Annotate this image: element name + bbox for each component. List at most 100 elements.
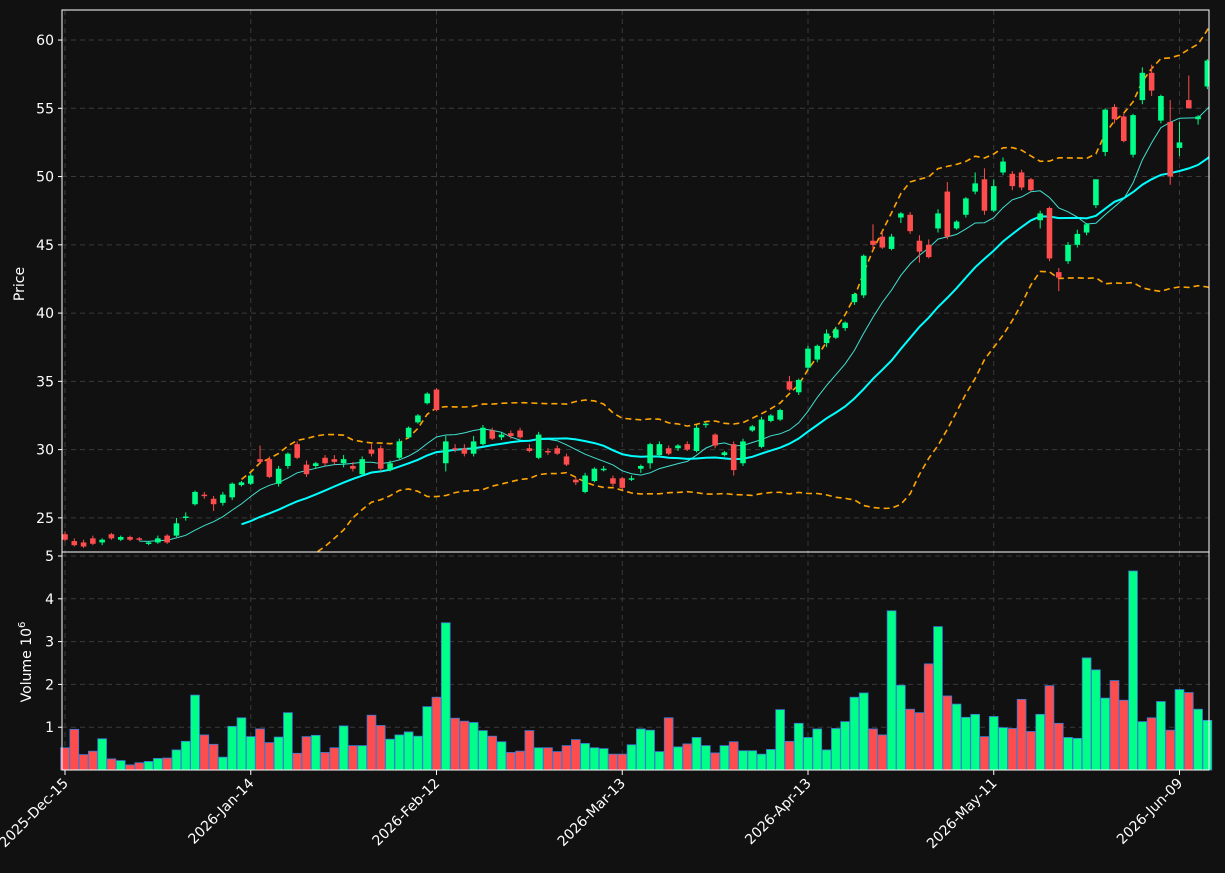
candle: [916, 235, 923, 263]
candle-body: [285, 453, 291, 466]
candle-body: [257, 459, 263, 462]
volume-bar: [1053, 722, 1064, 771]
candle-body: [656, 444, 663, 456]
candle-body: [1176, 142, 1183, 148]
candle-body: [693, 427, 700, 451]
candle: [275, 465, 282, 487]
candle: [1111, 104, 1118, 124]
candle: [1093, 179, 1099, 208]
candle-body: [461, 448, 468, 454]
volume-bar: [868, 728, 878, 771]
volume-bar: [115, 760, 126, 771]
candle: [442, 435, 449, 472]
volume-bar: [793, 722, 804, 771]
candle-body: [275, 468, 282, 484]
candle-body: [442, 441, 449, 464]
candle: [712, 433, 718, 449]
volume-bar: [821, 749, 832, 771]
volume-panel: [60, 570, 1213, 771]
candle-body: [1195, 116, 1201, 120]
candle-body: [758, 419, 765, 447]
price-tick-label: 30: [36, 443, 54, 459]
candle: [628, 475, 635, 482]
candle-body: [368, 449, 375, 454]
volume-axis-label-exponent: 6: [17, 622, 28, 628]
volume-axis-label: Volume 106: [17, 622, 35, 703]
candle: [155, 535, 161, 544]
volume-bar: [1193, 708, 1203, 771]
candle: [350, 461, 356, 472]
candle: [749, 425, 756, 432]
fast-moving-average: [139, 106, 1209, 542]
volume-bar: [840, 721, 850, 771]
candle: [136, 536, 143, 542]
candle-body: [805, 348, 811, 368]
volume-bar: [1026, 731, 1036, 771]
candle-body: [517, 430, 523, 438]
price-tick-label: 45: [36, 238, 54, 254]
candle: [888, 233, 895, 251]
volume-bar: [1118, 699, 1129, 771]
volume-bar: [320, 752, 330, 771]
candle: [377, 445, 384, 472]
volume-bar: [1202, 719, 1213, 771]
volume-bar: [933, 626, 943, 771]
candle: [71, 538, 78, 547]
volume-bar: [710, 752, 720, 771]
volume-bar: [97, 738, 107, 771]
volume-bar: [580, 743, 590, 771]
candle: [935, 209, 941, 233]
candle-body: [266, 459, 273, 477]
volume-bar: [134, 762, 145, 771]
volume-bar: [1174, 689, 1185, 771]
candle: [498, 431, 505, 441]
candle-body: [953, 221, 960, 229]
volume-bar: [385, 738, 395, 771]
candle-body: [795, 379, 802, 393]
volume-bar: [283, 712, 293, 771]
candle: [405, 426, 412, 439]
candle-body: [860, 255, 867, 296]
volume-bar: [143, 761, 154, 771]
candle: [229, 482, 235, 501]
candle: [303, 460, 310, 477]
volume-bar: [468, 722, 479, 771]
volume-bar: [728, 741, 739, 771]
volume-y-axis: 1 2 3 4 5: [45, 549, 62, 736]
price-tick-label: 40: [36, 306, 54, 322]
candle-body: [1102, 109, 1108, 152]
volume-bar: [747, 750, 758, 771]
volume-bar: [561, 745, 572, 771]
candle-body: [1046, 207, 1053, 259]
candle-body: [108, 534, 115, 539]
candle-body: [294, 444, 300, 458]
candle-body: [1074, 233, 1081, 245]
volume-bar: [264, 742, 275, 771]
candle-body: [684, 444, 691, 450]
candle: [1130, 113, 1136, 158]
volume-bar: [413, 735, 423, 771]
volume-bar: [329, 747, 340, 771]
candle: [340, 455, 347, 468]
candle: [62, 531, 68, 542]
candle: [814, 344, 821, 363]
candle-body: [851, 293, 858, 303]
candle: [953, 220, 960, 230]
candle-body: [573, 479, 579, 483]
candle: [1120, 113, 1127, 143]
candle: [721, 450, 728, 457]
candle-body: [331, 459, 338, 462]
candle-body: [935, 213, 941, 229]
candle-body: [470, 441, 477, 454]
price-tick-label: 35: [36, 374, 54, 390]
candle-body: [1000, 161, 1006, 173]
candle-body: [925, 244, 932, 258]
volume-bar: [905, 708, 915, 771]
volume-bar: [533, 747, 544, 771]
candle: [433, 388, 440, 412]
candle-body: [888, 236, 895, 249]
candle-body: [377, 448, 384, 469]
candle: [1028, 177, 1034, 192]
volume-bar: [617, 753, 628, 771]
